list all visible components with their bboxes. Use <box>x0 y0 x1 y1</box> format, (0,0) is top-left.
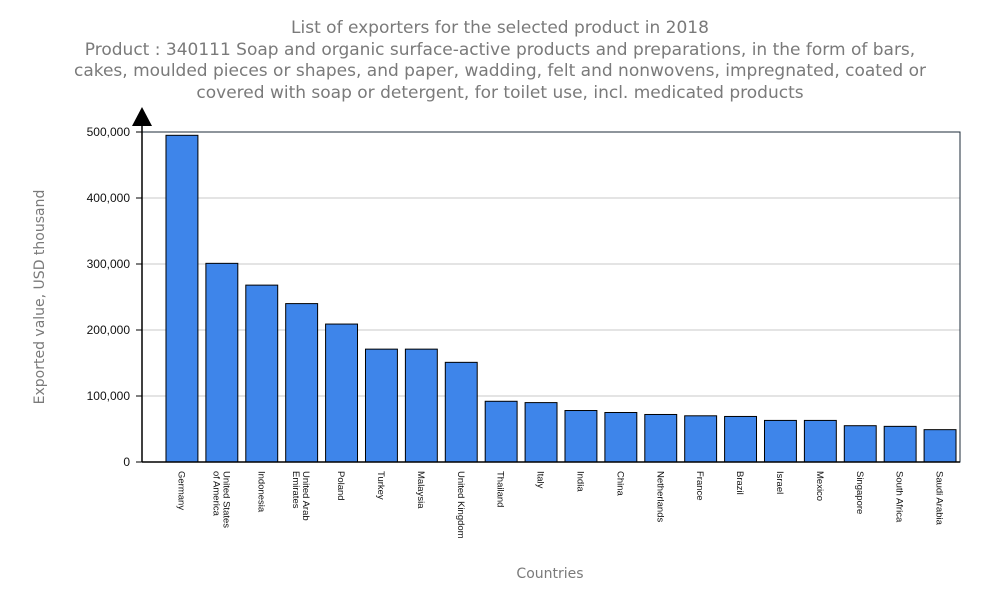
bar <box>444 361 478 463</box>
x-tick-label-line: China <box>614 471 625 497</box>
y-tick-label: 300,000 <box>87 257 131 271</box>
bar <box>404 348 438 463</box>
x-tick-label: Israel <box>774 471 785 494</box>
bar <box>564 410 598 463</box>
y-tick-label: 500,000 <box>87 125 131 139</box>
bars <box>165 134 957 463</box>
x-tick-label: Saudi Arabia <box>934 471 945 526</box>
x-tick-label: Germany <box>175 471 186 510</box>
x-tick-label-line: Turkey <box>375 471 386 500</box>
x-tick-label-line: Saudi Arabia <box>934 471 945 526</box>
x-tick-label: Brazil <box>734 471 745 495</box>
x-tick-label-line: India <box>574 471 585 492</box>
bar <box>883 425 917 463</box>
x-tick-label: Mexico <box>814 471 825 501</box>
y-tick-label: 200,000 <box>87 323 131 337</box>
x-tick-label: China <box>614 471 625 497</box>
x-tick-label-line: Singapore <box>854 471 865 514</box>
axes <box>132 107 961 463</box>
y-tick-label: 100,000 <box>87 389 131 403</box>
bar <box>604 412 638 463</box>
bar <box>484 400 518 463</box>
chart-subtitle-line-2: cakes, moulded pieces or shapes, and pap… <box>73 61 927 81</box>
x-tick-label-line: France <box>694 471 705 501</box>
x-tick-label-line: Mexico <box>814 471 825 501</box>
bar <box>803 419 837 463</box>
x-tick-label: Italy <box>535 471 546 489</box>
x-tick-label-line: Israel <box>774 471 785 494</box>
x-axis-label: Countries <box>516 566 583 582</box>
x-tick-label: Netherlands <box>654 471 665 522</box>
x-tick-label: Indonesia <box>255 471 266 513</box>
bar <box>684 415 718 463</box>
chart-title: List of exporters for the selected produ… <box>291 18 709 38</box>
y-tick-labels: 0 100,000 200,000 300,000 400,000 500,000 <box>87 125 131 469</box>
bar <box>245 284 279 463</box>
bar <box>165 134 199 463</box>
x-tick-label: France <box>694 471 705 501</box>
bar <box>205 262 239 463</box>
x-tick-label: Singapore <box>854 471 865 514</box>
x-tick-label-line: Brazil <box>734 471 745 495</box>
x-tick-label: India <box>574 471 585 492</box>
bar <box>644 413 678 463</box>
x-tick-label-line: Emirates <box>290 471 301 509</box>
x-tick-label: Malaysia <box>415 471 426 509</box>
x-tick-label: South Africa <box>894 471 905 523</box>
x-tick-label-line: Indonesia <box>255 471 266 513</box>
y-tick-label: 0 <box>123 455 130 469</box>
y-tick-label: 400,000 <box>87 191 131 205</box>
bar <box>843 425 877 463</box>
x-tick-label-line: Germany <box>175 471 186 510</box>
x-tick-label: Thailand <box>495 471 506 507</box>
x-tick-label-line: United Arab <box>300 471 311 521</box>
x-tick-label-line: Poland <box>335 471 346 501</box>
bar <box>325 323 359 463</box>
bar <box>923 429 957 463</box>
x-tick-label-line: Netherlands <box>654 471 665 522</box>
bar <box>763 419 797 463</box>
bar <box>364 348 398 463</box>
chart-subtitle-line-1: Product : 340111 Soap and organic surfac… <box>84 39 916 60</box>
y-axis-label: Exported value, USD thousand <box>32 190 48 405</box>
bar <box>524 402 558 463</box>
x-tick-label-line: of America <box>210 471 221 517</box>
bar <box>724 415 758 463</box>
x-tick-label-line: Malaysia <box>415 471 426 509</box>
x-tick-label-line: Italy <box>535 471 546 489</box>
y-axis-arrow-icon <box>132 107 152 126</box>
x-tick-label-line: South Africa <box>894 471 905 523</box>
x-tick-label: Poland <box>335 471 346 501</box>
x-tick-label-line: United States <box>220 471 231 528</box>
x-tick-label-line: United Kingdom <box>455 471 466 539</box>
x-tick-label: Turkey <box>375 471 386 500</box>
chart-title-block: List of exporters for the selected produ… <box>20 18 980 104</box>
x-tick-label: United Kingdom <box>455 471 466 539</box>
bar <box>285 303 319 463</box>
x-tick-label-line: Thailand <box>495 471 506 507</box>
chart-subtitle-line-3: covered with soap or detergent, for toil… <box>196 82 804 103</box>
